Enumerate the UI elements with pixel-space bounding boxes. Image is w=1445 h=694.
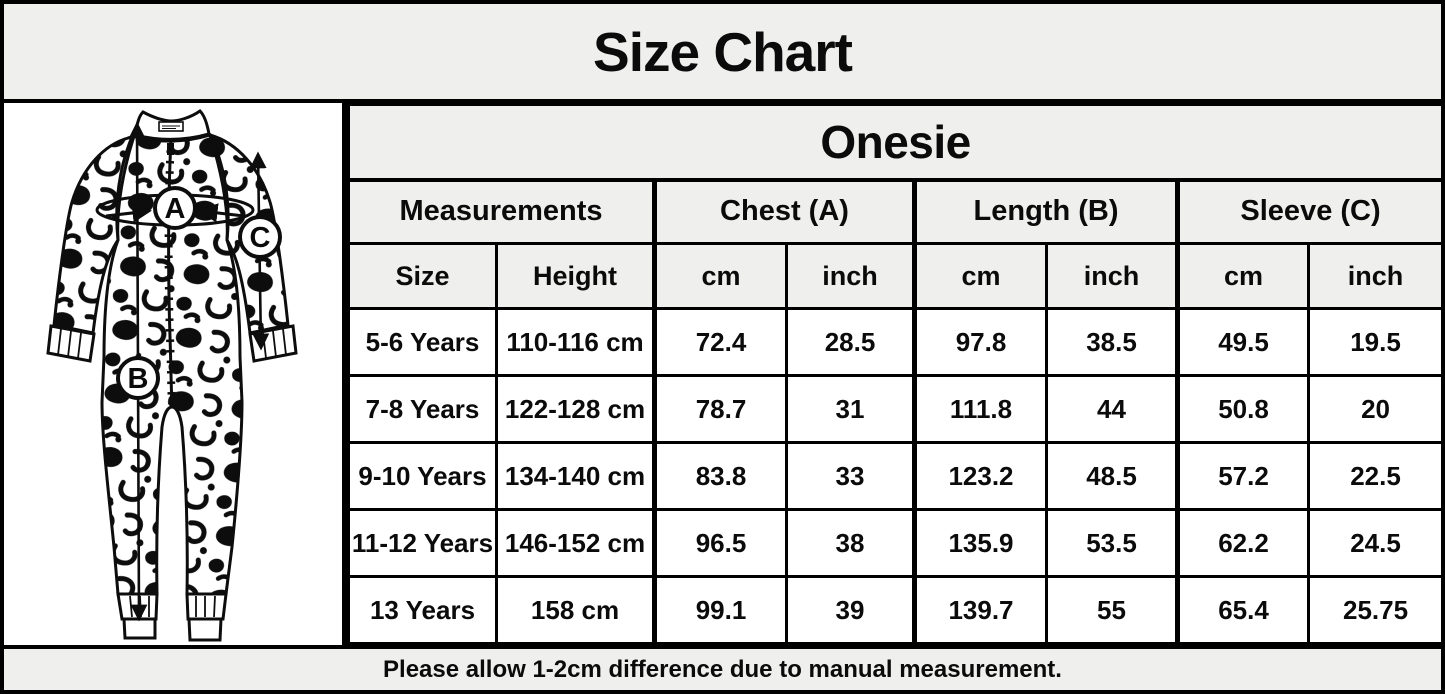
cell-chest-inch: 38	[785, 508, 916, 578]
col-header-chest: Chest (A)	[652, 178, 916, 245]
ankle-cuffs	[116, 592, 228, 642]
cell-length-cm: 111.8	[912, 374, 1048, 444]
measurement-chest-a: A	[95, 186, 255, 230]
cell-height: 146-152 cm	[495, 508, 656, 578]
label-b-circle	[116, 356, 160, 400]
cell-chest-cm: 96.5	[652, 508, 788, 578]
col-header-sleeve-cm: cm	[1175, 242, 1310, 310]
page-title: Size Chart	[593, 20, 853, 83]
cell-sleeve-inch: 22.5	[1306, 441, 1441, 511]
cell-sleeve-cm: 62.2	[1175, 508, 1310, 578]
label-c-circle	[238, 215, 282, 259]
cell-length-inch: 44	[1045, 374, 1179, 444]
cell-height: 158 cm	[495, 575, 656, 645]
cell-sleeve-inch: 24.5	[1306, 508, 1441, 578]
col-header-sleeve: Sleeve (C)	[1174, 178, 1441, 245]
footer-note-bar: Please allow 1-2cm difference due to man…	[4, 645, 1441, 690]
measurement-disclaimer: Please allow 1-2cm difference due to man…	[383, 655, 1062, 683]
measurement-label-a: A	[165, 193, 186, 225]
measurement-label-b: B	[128, 363, 149, 395]
cell-sleeve-cm: 57.2	[1175, 441, 1310, 511]
cell-sleeve-cm: 65.4	[1175, 575, 1310, 645]
cell-length-cm: 123.2	[912, 441, 1048, 511]
col-header-length: Length (B)	[912, 178, 1179, 245]
cell-length-cm: 139.7	[912, 575, 1048, 645]
product-header-row: Onesie	[346, 103, 1441, 182]
cell-chest-cm: 72.4	[652, 307, 788, 377]
cuff-ribs	[57, 328, 287, 359]
content-area: A B C	[4, 103, 1441, 645]
cell-size: 11-12 Years	[347, 508, 498, 578]
cell-length-inch: 55	[1045, 575, 1179, 645]
table-row: 13 Years 158 cm 99.1 39 139.7 55 65.4 25…	[347, 575, 1441, 645]
measurement-label-c: C	[250, 222, 271, 254]
cell-height: 122-128 cm	[495, 374, 656, 444]
onesie-illustration-panel: A B C	[4, 103, 347, 645]
cell-height: 110-116 cm	[495, 307, 656, 377]
table-row: 7-8 Years 122-128 cm 78.7 31 111.8 44 50…	[347, 374, 1441, 444]
measurement-length-b: B	[116, 121, 160, 622]
zipper-pull	[167, 143, 174, 155]
cell-size: 13 Years	[347, 575, 498, 645]
cell-size: 7-8 Years	[347, 374, 498, 444]
zipper	[164, 139, 176, 405]
group-header-row: Measurements Chest (A) Length (B) Sleeve…	[347, 178, 1441, 245]
cell-chest-inch: 33	[785, 441, 916, 511]
col-header-length-cm: cm	[912, 242, 1048, 310]
cell-length-inch: 38.5	[1045, 307, 1179, 377]
cell-size: 5-6 Years	[347, 307, 498, 377]
cell-chest-inch: 39	[785, 575, 916, 645]
cell-sleeve-inch: 20	[1306, 374, 1441, 444]
cell-length-inch: 53.5	[1045, 508, 1179, 578]
onesie-drawing: A B C	[46, 109, 298, 642]
cell-sleeve-inch: 25.75	[1306, 575, 1441, 645]
product-title: Onesie	[346, 103, 1441, 182]
cell-chest-inch: 31	[785, 374, 916, 444]
cell-length-cm: 135.9	[912, 508, 1048, 578]
cell-sleeve-cm: 50.8	[1175, 374, 1310, 444]
cell-length-cm: 97.8	[912, 307, 1048, 377]
cell-length-inch: 48.5	[1045, 441, 1179, 511]
cell-size: 9-10 Years	[347, 441, 498, 511]
unit-header-row: Size Height cm inch cm inch cm inch	[347, 242, 1441, 310]
cell-chest-inch: 28.5	[785, 307, 916, 377]
title-bar: Size Chart	[4, 4, 1441, 103]
label-a-circle	[153, 186, 197, 230]
cell-chest-cm: 99.1	[652, 575, 788, 645]
cell-chest-cm: 78.7	[652, 374, 788, 444]
col-header-length-inch: inch	[1045, 242, 1179, 310]
table-row: 5-6 Years 110-116 cm 72.4 28.5 97.8 38.5…	[347, 307, 1441, 377]
collar	[133, 109, 211, 141]
cell-chest-cm: 83.8	[652, 441, 788, 511]
table-row: 9-10 Years 134-140 cm 83.8 33 123.2 48.5…	[347, 441, 1441, 511]
col-header-chest-inch: inch	[785, 242, 916, 310]
cell-sleeve-cm: 49.5	[1175, 307, 1310, 377]
col-header-height: Height	[495, 242, 656, 310]
table-row: 11-12 Years 146-152 cm 96.5 38 135.9 53.…	[347, 508, 1441, 578]
size-table-panel: Onesie Measurements Chest (A) Length (B)…	[346, 103, 1441, 645]
cell-sleeve-inch: 19.5	[1306, 307, 1441, 377]
col-header-measurements: Measurements	[347, 178, 656, 245]
col-header-size: Size	[347, 242, 498, 310]
col-header-sleeve-inch: inch	[1306, 242, 1441, 310]
measurement-sleeve-c: C	[238, 151, 282, 351]
size-table: Onesie Measurements Chest (A) Length (B)…	[346, 103, 1441, 645]
col-header-chest-cm: cm	[652, 242, 788, 310]
cell-height: 134-140 cm	[495, 441, 656, 511]
